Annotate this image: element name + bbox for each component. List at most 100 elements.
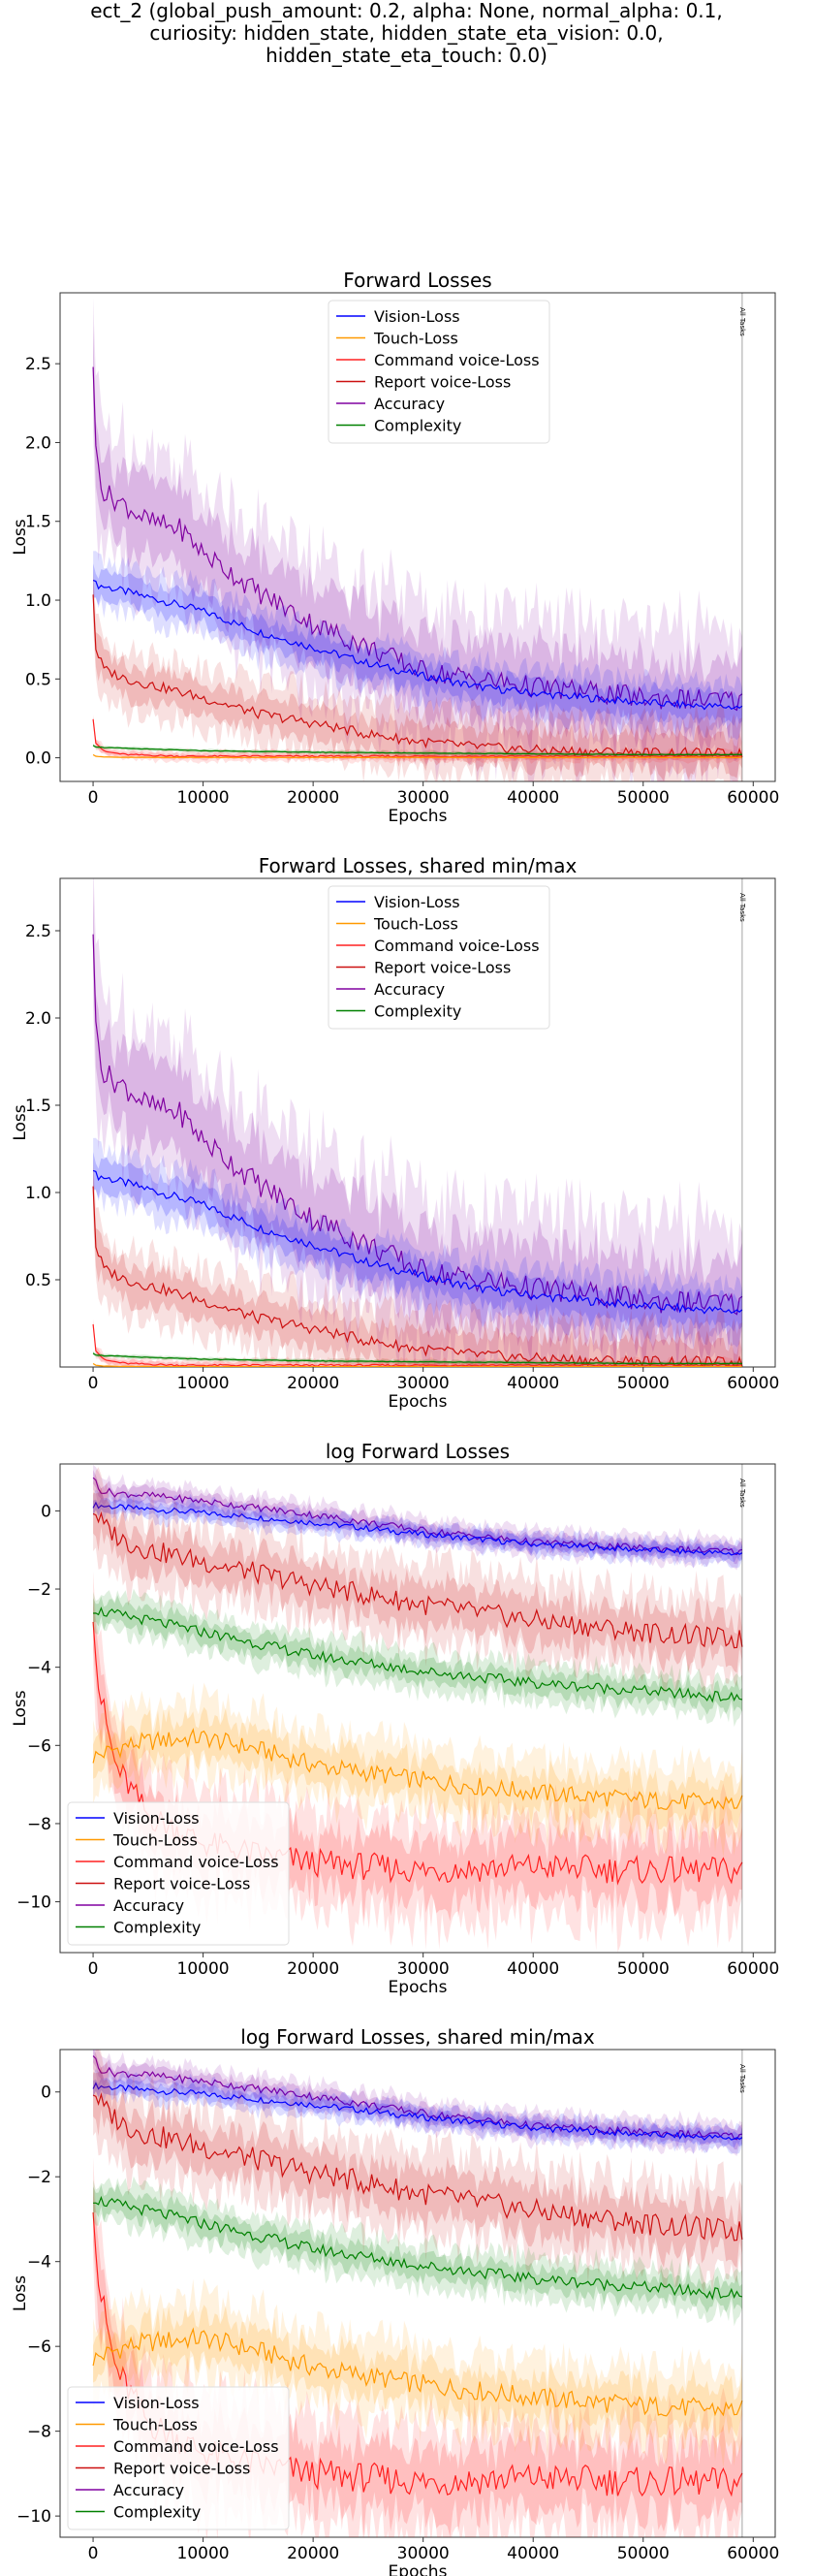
- legend-item-touch-loss: Touch-Loss: [336, 915, 458, 934]
- legend-item-complexity: Complexity: [336, 417, 461, 435]
- legend-label: Complexity: [374, 417, 461, 435]
- legend: Vision-Loss Touch-Loss Command voice-Loss R…: [67, 2386, 290, 2530]
- suptitle-line-1: ect_2 (global_push_amount: 0.2, alpha: N…: [90, 0, 723, 22]
- y-tick-label: 2.5: [25, 355, 51, 374]
- legend-item-accuracy: Accuracy: [336, 980, 445, 999]
- legend-item-vision-loss: Vision-Loss: [336, 893, 460, 911]
- legend-label: Touch-Loss: [112, 1831, 198, 1850]
- line-touch-loss: [92, 753, 742, 759]
- legend-item-report-voice-loss: Report voice-Loss: [76, 1875, 250, 1893]
- x-axis-label: Epochs: [389, 2562, 448, 2576]
- band-command-voice-loss: [93, 1321, 742, 1367]
- y-tick-label: 2.5: [25, 922, 51, 941]
- band-report-voice-loss: [93, 1167, 742, 1367]
- y-tick-label: 0: [41, 1502, 51, 1521]
- x-tick-label: 30000: [397, 788, 450, 808]
- band-accuracy: [93, 887, 742, 1367]
- legend-item-touch-loss: Touch-Loss: [76, 2416, 198, 2434]
- y-tick-label: −6: [27, 2337, 51, 2357]
- band-accuracy: [93, 878, 742, 1367]
- legend-label: Vision-Loss: [113, 2394, 200, 2412]
- band-complexity: [93, 2176, 742, 2327]
- legend-label: Report voice-Loss: [374, 959, 511, 977]
- band-report-voice-loss: [93, 1467, 742, 1700]
- legend-item-command-voice-loss: Command voice-Loss: [76, 1853, 279, 1871]
- y-tick-label: 0.5: [25, 670, 51, 689]
- legend-label: Report voice-Loss: [113, 2460, 250, 2478]
- line-touch-loss: [92, 1728, 743, 1811]
- y-tick-label: 2.0: [25, 1009, 51, 1029]
- y-axis-label: Loss: [11, 2275, 30, 2311]
- task-marker-label: All Tasks: [738, 893, 746, 922]
- y-tick-label: −8: [27, 2423, 51, 2442]
- legend-item-touch-loss: Touch-Loss: [336, 330, 458, 348]
- band-accuracy: [93, 1470, 742, 1565]
- band-vision-loss: [93, 2068, 742, 2155]
- x-tick-label: 20000: [287, 2544, 339, 2563]
- x-tick-label: 0: [88, 1374, 99, 1393]
- band-report-voice-loss: [93, 1159, 742, 1367]
- legend-label: Command voice-Loss: [374, 351, 540, 369]
- y-tick-label: 0: [41, 2083, 51, 2103]
- x-tick-label: 40000: [507, 788, 559, 808]
- legend-label: Command voice-Loss: [374, 937, 540, 955]
- legend-label: Vision-Loss: [374, 307, 460, 326]
- line-complexity: [93, 1606, 743, 1703]
- x-axis-label: Epochs: [389, 1978, 448, 1997]
- legend-label: Report voice-Loss: [113, 1875, 250, 1893]
- x-tick-label: 60000: [727, 1374, 779, 1393]
- legend-label: Vision-Loss: [374, 893, 460, 911]
- legend-label: Accuracy: [374, 980, 445, 999]
- y-tick-label: 0.5: [25, 1271, 51, 1290]
- x-tick-label: 0: [88, 2544, 99, 2563]
- chart-panel-3: All Tasks 0 10000 20000 30000 40000 50000 60000…: [11, 1440, 779, 1997]
- legend-label: Accuracy: [374, 395, 445, 413]
- band-touch-loss: [93, 2278, 742, 2468]
- x-tick-label: 50000: [617, 1959, 670, 1979]
- legend: Vision-Loss Touch-Loss Command voice-Loss R…: [67, 1801, 290, 1946]
- x-tick-label: 30000: [397, 1374, 450, 1393]
- x-tick-label: 50000: [617, 1374, 670, 1393]
- legend-label: Touch-Loss: [373, 330, 458, 348]
- chart-panel-1: All Tasks 0 10000 20000 30000 40000 50000 60000…: [11, 269, 779, 826]
- band-accuracy: [93, 2050, 742, 2156]
- x-tick-label: 20000: [287, 788, 339, 808]
- task-marker-label: All Tasks: [738, 2064, 746, 2093]
- legend-item-vision-loss: Vision-Loss: [76, 1809, 200, 1828]
- y-tick-label: −2: [27, 2168, 51, 2187]
- x-tick-label: 10000: [177, 788, 230, 808]
- chart-title: Forward Losses, shared min/max: [259, 854, 578, 877]
- y-tick-label: 1.5: [25, 513, 51, 532]
- line-command-voice-loss: [92, 1323, 742, 1367]
- legend-item-report-voice-loss: Report voice-Loss: [336, 959, 511, 977]
- band-report-voice-loss: [93, 1487, 742, 1673]
- legend-item-command-voice-loss: Command voice-Loss: [336, 937, 540, 955]
- x-axis-label: Epochs: [389, 1392, 448, 1412]
- x-tick-label: 40000: [507, 1374, 559, 1393]
- x-tick-label: 10000: [177, 2544, 230, 2563]
- legend-label: Accuracy: [113, 2481, 184, 2499]
- chart-panel-2: All Tasks 0 10000 20000 30000 40000 50000 60000…: [11, 854, 779, 1412]
- y-tick-label: −2: [27, 1580, 51, 1600]
- band-accuracy: [93, 2050, 742, 2150]
- legend-item-complexity: Complexity: [76, 1919, 201, 1937]
- y-tick-label: 2.0: [25, 433, 51, 453]
- legend-item-command-voice-loss: Command voice-Loss: [76, 2437, 279, 2456]
- legend-label: Complexity: [113, 2503, 201, 2522]
- y-tick-label: 1.5: [25, 1097, 51, 1116]
- line-vision-loss: [92, 1169, 743, 1315]
- y-axis-label: Loss: [11, 1690, 30, 1726]
- line-report-voice-loss: [92, 1511, 743, 1649]
- legend-item-complexity: Complexity: [76, 2503, 201, 2522]
- line-complexity: [92, 1352, 742, 1365]
- band-vision-loss: [93, 1498, 742, 1563]
- legend-label: Report voice-Loss: [374, 373, 511, 392]
- line-complexity: [92, 745, 742, 756]
- x-tick-label: 20000: [287, 1374, 339, 1393]
- line-touch-loss: [92, 2327, 743, 2417]
- legend-label: Touch-Loss: [373, 915, 458, 934]
- legend-label: Complexity: [374, 1002, 461, 1021]
- band-report-voice-loss: [93, 577, 742, 781]
- band-vision-loss: [93, 1152, 742, 1333]
- band-complexity: [93, 1588, 742, 1727]
